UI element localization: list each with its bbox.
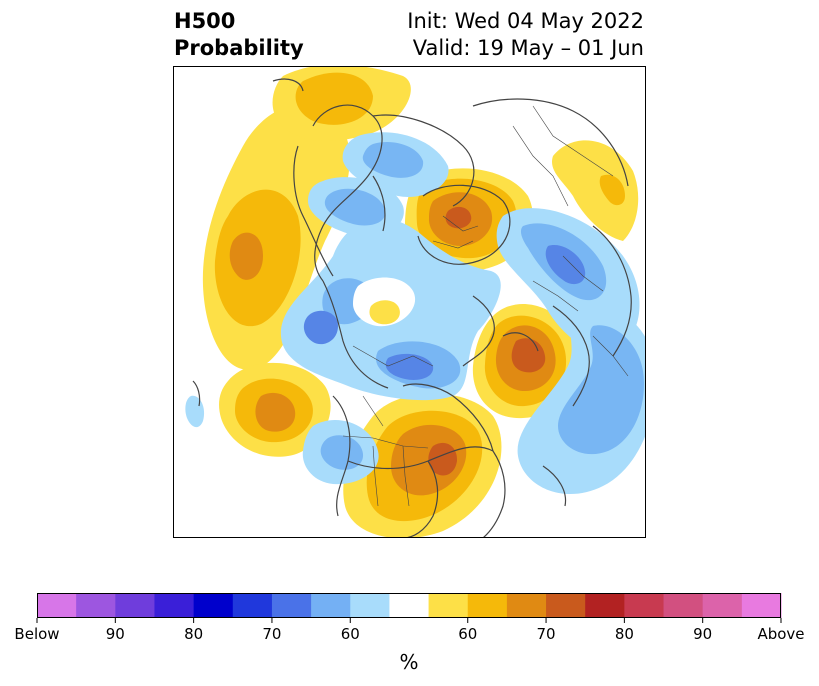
colorbar-swatch bbox=[624, 593, 665, 618]
date-info: Init: Wed 04 May 2022 Valid: 19 May – 01… bbox=[407, 8, 644, 62]
colorbar-swatch bbox=[76, 593, 116, 618]
colorbar-tick-label: 70 bbox=[537, 625, 556, 643]
colorbar-ticks: Below 90 80 70 60 60 70 80 90 Above bbox=[14, 618, 805, 643]
colorbar-swatch bbox=[585, 593, 625, 618]
valid-range: Valid: 19 May – 01 Jun bbox=[412, 36, 644, 60]
colorbar-segments bbox=[37, 593, 782, 618]
colorbar-tick-label: Above bbox=[757, 625, 804, 643]
colorbar-swatch bbox=[663, 593, 704, 618]
colorbar-swatch bbox=[115, 593, 155, 618]
coastlines bbox=[192, 78, 632, 538]
below-anomalies bbox=[185, 132, 646, 495]
title-line-1: H500 bbox=[174, 9, 236, 33]
colorbar-swatch bbox=[154, 593, 195, 618]
colorbar-frame bbox=[37, 593, 781, 618]
colorbar-tick-label: 60 bbox=[458, 625, 477, 643]
colorbar-swatch bbox=[389, 593, 430, 618]
colorbar-swatch bbox=[350, 593, 390, 618]
colorbar-tick-label: Below bbox=[14, 625, 59, 643]
map-frame bbox=[173, 66, 646, 538]
colorbar-swatch bbox=[546, 593, 586, 618]
country-borders bbox=[342, 105, 629, 507]
colorbar-swatch bbox=[467, 593, 508, 618]
colorbar-tick-label: 90 bbox=[106, 625, 125, 643]
map-title: H500 Probability bbox=[174, 8, 304, 62]
colorbar-swatch bbox=[232, 593, 273, 618]
colorbar: Below 90 80 70 60 60 70 80 90 Above % bbox=[14, 593, 805, 674]
title-line-2: Probability bbox=[174, 36, 304, 60]
colorbar-swatch bbox=[37, 593, 77, 618]
colorbar-unit: % bbox=[399, 650, 418, 674]
colorbar-swatch bbox=[741, 593, 782, 618]
colorbar-swatch bbox=[506, 593, 547, 618]
probability-map bbox=[173, 66, 646, 538]
colorbar-swatch bbox=[428, 593, 469, 618]
colorbar-swatch bbox=[311, 593, 351, 618]
colorbar-tick-label: 90 bbox=[693, 625, 712, 643]
colorbar-swatch bbox=[271, 593, 312, 618]
colorbar-swatch bbox=[702, 593, 743, 618]
init-date: Init: Wed 04 May 2022 bbox=[407, 9, 644, 33]
colorbar-tick-label: 80 bbox=[184, 625, 203, 643]
colorbar-tick-label: 70 bbox=[262, 625, 281, 643]
colorbar-tick-label: 80 bbox=[615, 625, 634, 643]
colorbar-swatch bbox=[193, 593, 234, 618]
colorbar-tick-label: 60 bbox=[341, 625, 360, 643]
